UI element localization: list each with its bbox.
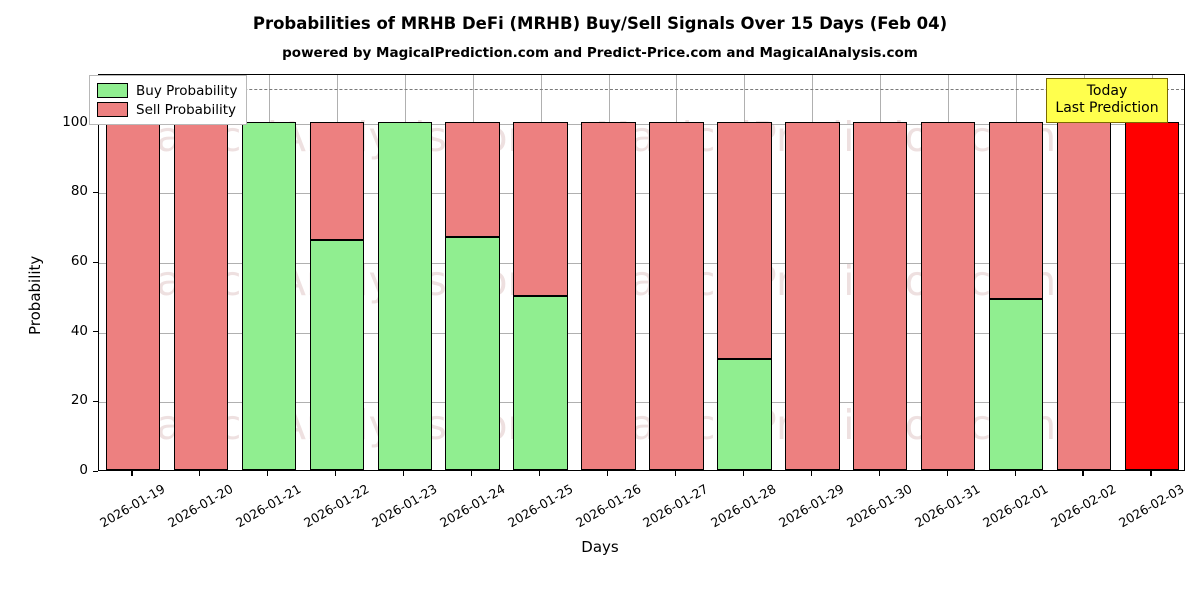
bar-segment-buy: [241, 121, 296, 470]
chart-title: Probabilities of MRHB DeFi (MRHB) Buy/Se…: [252, 14, 948, 33]
y-axis-tick-label: 40: [70, 322, 88, 339]
bar-segment-sell: [309, 121, 364, 241]
bar-segment-sell: [717, 121, 772, 359]
x-axis-tick-mark: [946, 471, 948, 476]
bar-segment-sell: [445, 121, 500, 237]
legend-label-sell: Sell Probability: [136, 101, 237, 118]
x-axis-tick-mark: [878, 471, 880, 476]
bar-segment-buy: [309, 240, 364, 470]
gridline-horizontal: [99, 332, 1184, 334]
bar-segment-sell: [853, 121, 908, 470]
bar-column[interactable]: [1056, 75, 1112, 470]
bar-column[interactable]: [717, 75, 772, 470]
bar-segment-sell: [513, 121, 568, 296]
x-axis-tick-mark: [199, 471, 201, 476]
legend-label-buy: Buy Probability: [136, 82, 238, 99]
y-axis-tick-mark: [93, 400, 98, 403]
bar-column[interactable]: [853, 75, 908, 470]
x-axis-tick-mark: [403, 471, 405, 476]
bar-segment-sell: [581, 121, 636, 470]
plot-area: MagicalAnalysis.comMagicalPrediction.com…: [98, 74, 1185, 471]
bar-column[interactable]: [241, 75, 296, 470]
x-axis-tick-mark: [471, 471, 473, 476]
y-axis-tick-mark: [93, 331, 98, 333]
chart-subtitle: powered by MagicalPrediction.com and Pre…: [282, 45, 918, 61]
x-axis-tick-mark: [131, 471, 133, 476]
x-axis-tick-mark: [538, 471, 541, 476]
x-axis-tick-mark: [674, 471, 677, 476]
gridline-horizontal: [99, 193, 1184, 195]
bar-series: [99, 75, 1184, 470]
bar-column[interactable]: [513, 75, 568, 470]
bar-segment-sell: [1124, 121, 1180, 470]
bar-column[interactable]: [445, 75, 500, 470]
bar-segment-sell: [105, 121, 161, 470]
bar-column[interactable]: [785, 75, 840, 470]
bar-segment-sell: [649, 121, 704, 470]
y-axis-tick-label: 20: [70, 392, 88, 409]
bar-segment-sell: [1056, 121, 1112, 470]
bar-column[interactable]: [173, 75, 229, 470]
bar-segment-sell: [173, 121, 229, 470]
bar-column[interactable]: [377, 75, 432, 470]
x-axis-label: Days: [581, 538, 619, 556]
legend-item-sell[interactable]: Sell Probability: [97, 100, 237, 119]
gridline-horizontal: [99, 402, 1184, 404]
bar-column[interactable]: [988, 75, 1044, 470]
x-axis-tick-mark: [742, 471, 744, 476]
bar-segment-buy: [377, 121, 432, 470]
today-annotation-line2: Last Prediction: [1055, 99, 1159, 116]
y-axis-tick-mark: [93, 261, 98, 263]
x-axis-tick-mark: [1150, 471, 1152, 476]
x-axis-tick-mark: [267, 471, 269, 476]
gridline-horizontal: [99, 263, 1184, 265]
bar-column[interactable]: [1124, 75, 1180, 470]
bar-column[interactable]: [309, 75, 364, 470]
x-axis-tick-mark: [335, 471, 337, 476]
y-axis-tick-label: 80: [70, 183, 88, 200]
x-axis-tick-mark: [810, 471, 812, 476]
legend-item-buy[interactable]: Buy Probability: [97, 81, 237, 100]
y-axis-tick-mark: [93, 470, 98, 472]
gridline-horizontal: [99, 123, 1184, 125]
y-axis-tick-label: 0: [79, 462, 88, 478]
chart-legend: Buy Probability Sell Probability: [89, 75, 248, 125]
y-axis-tick-label: 60: [70, 253, 88, 270]
legend-swatch-buy: [97, 83, 128, 98]
legend-swatch-sell: [97, 102, 128, 117]
bar-segment-buy: [717, 358, 772, 470]
x-axis-tick-mark: [1014, 471, 1016, 476]
bar-segment-buy: [513, 295, 568, 470]
reference-dashed-line: [99, 88, 1184, 90]
today-annotation-line1: Today: [1086, 83, 1128, 99]
bar-segment-buy: [445, 236, 500, 470]
bar-segment-sell: [988, 121, 1044, 300]
y-axis-tick-label: 100: [62, 113, 88, 130]
x-axis-tick-mark: [606, 471, 609, 476]
bar-column[interactable]: [649, 75, 704, 470]
y-axis-label: Probability: [26, 255, 44, 335]
y-axis-tick-mark: [93, 191, 98, 194]
today-annotation: Today Last Prediction: [1046, 78, 1168, 123]
x-axis-tick-mark: [1082, 471, 1084, 476]
bar-segment-sell: [785, 121, 840, 470]
bar-column[interactable]: [105, 75, 161, 470]
bar-segment-sell: [921, 121, 976, 470]
bar-segment-buy: [988, 299, 1044, 470]
bar-column[interactable]: [921, 75, 976, 470]
bar-column[interactable]: [581, 75, 636, 470]
